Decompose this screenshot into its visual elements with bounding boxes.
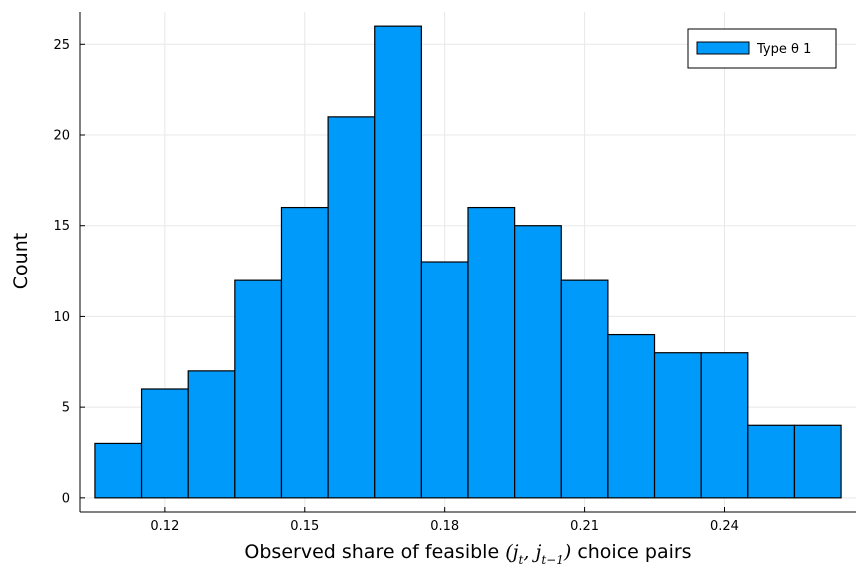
- x-axis-title-prefix: Observed share of feasible: [244, 541, 505, 563]
- x-tick-label: 0.21: [570, 519, 599, 534]
- y-tick-label: 20: [53, 129, 70, 144]
- x-axis-title-math-comma: ,: [523, 541, 535, 563]
- y-tick-label: 5: [62, 401, 70, 416]
- legend-swatch: [697, 42, 749, 54]
- x-axis-title: Observed share of feasible (jt, jt−1) ch…: [244, 541, 691, 567]
- x-axis-title-math-close: ): [563, 541, 571, 563]
- histogram-bar: [328, 117, 375, 498]
- y-tick-label: 0: [62, 491, 70, 506]
- histogram-bar: [281, 208, 328, 498]
- y-tick-label: 25: [53, 38, 70, 53]
- histogram-bar: [95, 443, 142, 497]
- x-tick-label: 0.24: [710, 519, 739, 534]
- histogram-bar: [561, 280, 608, 498]
- x-axis-title-suffix: choice pairs: [571, 541, 691, 563]
- histogram-bar: [748, 425, 795, 498]
- histogram-bar: [468, 208, 515, 498]
- histogram-bar: [608, 335, 655, 498]
- histogram-bar: [188, 371, 235, 498]
- histogram-bar: [701, 353, 748, 498]
- histogram-bar: [421, 262, 468, 498]
- legend-label: Type θ 1: [756, 42, 811, 57]
- y-axis-title: Count: [10, 233, 32, 289]
- histogram-bar: [142, 389, 189, 498]
- histogram-bars: [95, 26, 841, 498]
- histogram-bar: [515, 226, 562, 498]
- histogram-bar: [235, 280, 282, 498]
- x-tick-label: 0.15: [290, 519, 319, 534]
- y-tick-label: 10: [53, 310, 70, 325]
- histogram-bar: [655, 353, 702, 498]
- x-tick-label: 0.18: [430, 519, 459, 534]
- histogram-bar: [375, 26, 422, 498]
- x-axis-title-math-sub-2: t−1: [541, 553, 564, 567]
- y-tick-label: 15: [53, 219, 70, 234]
- legend: Type θ 1: [688, 29, 836, 68]
- histogram-bar: [794, 425, 841, 498]
- x-tick-label: 0.12: [150, 519, 179, 534]
